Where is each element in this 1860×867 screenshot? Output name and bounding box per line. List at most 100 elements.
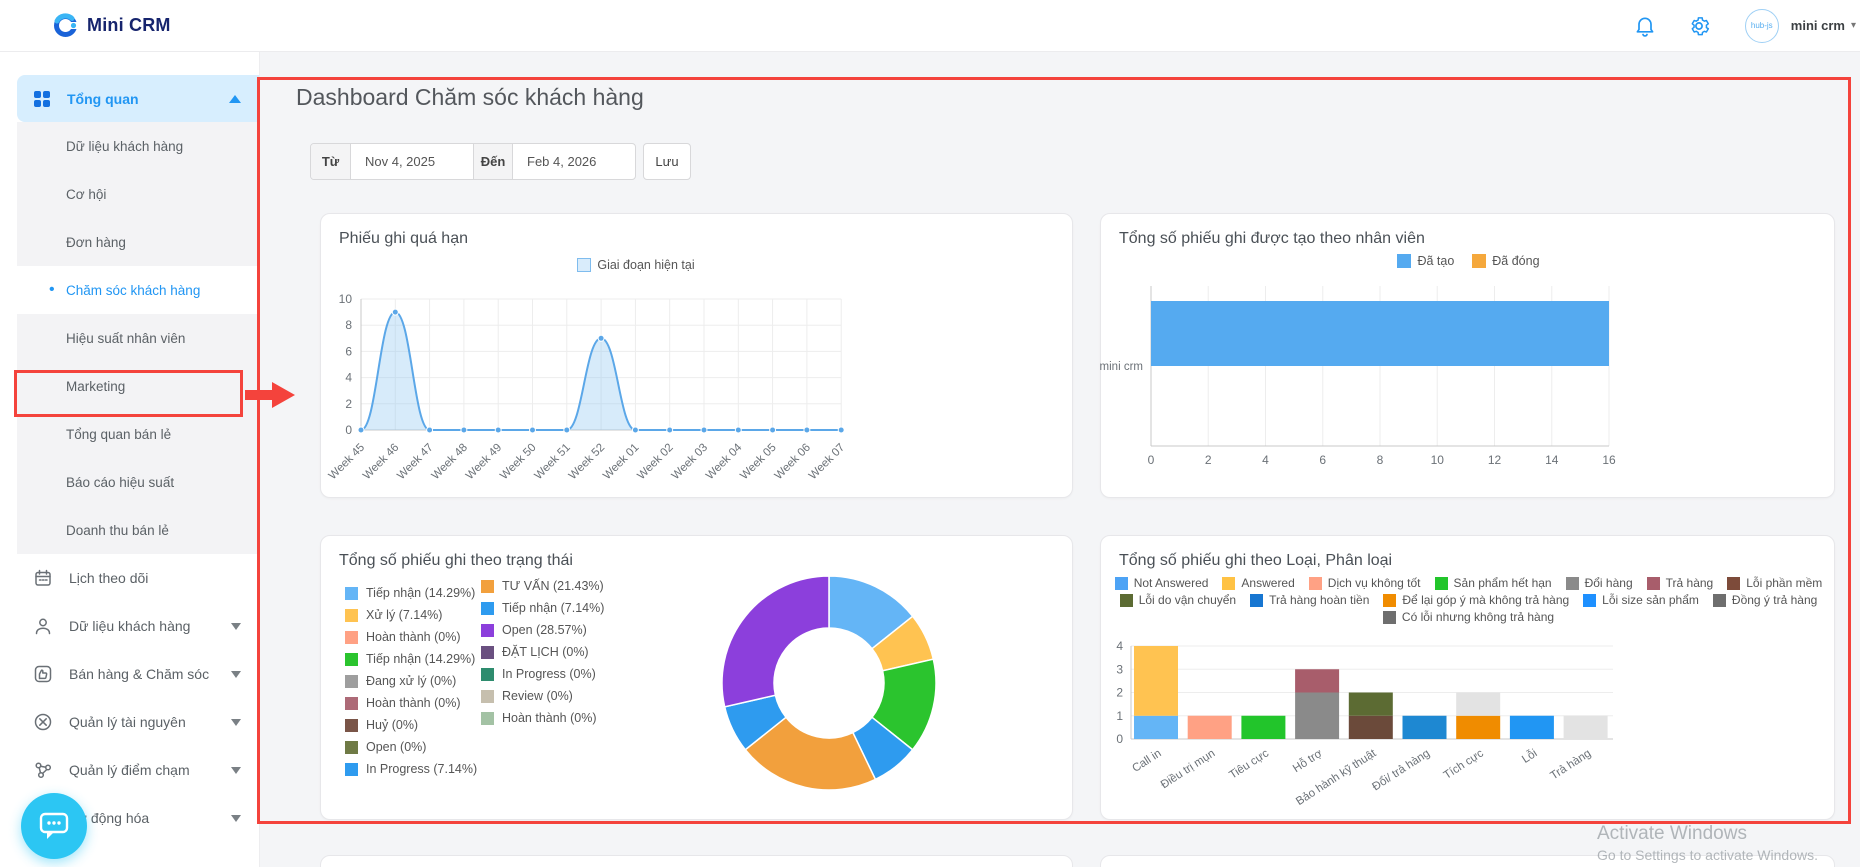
svg-text:2: 2 (345, 397, 352, 411)
type-legend-item: Sản phẩm hết hạn (1434, 576, 1552, 590)
card-tickets-by-staff: Tổng số phiếu ghi được tạo theo nhân viê… (1100, 213, 1835, 498)
type-legend-item: Not Answered (1114, 576, 1208, 590)
brand-name: Mini CRM (87, 15, 171, 35)
svg-text:Week 01: Week 01 (601, 442, 641, 482)
svg-text:Week 51: Week 51 (532, 442, 572, 482)
watermark-line1: Activate Windows (1597, 823, 1747, 844)
svg-text:Week 03: Week 03 (670, 442, 710, 482)
legend-label: Open (0%) (366, 740, 427, 754)
svg-text:0: 0 (345, 423, 352, 437)
legend-swatch (345, 630, 358, 644)
sales-care-icon (34, 665, 52, 683)
legend-label: ĐẶT LỊCH (0%) (502, 645, 589, 659)
from-date-input[interactable]: Nov 4, 2025 (365, 154, 436, 169)
type-legend-item: Đổi hàng (1565, 576, 1633, 590)
sidebar-item-resources[interactable]: Quản lý tài nguyên (17, 698, 259, 746)
mini-crm-logo-icon (54, 13, 79, 37)
svg-text:Week 46: Week 46 (361, 442, 401, 482)
sidebar-section-label: Quản lý điểm chạm (69, 762, 190, 778)
staff-legend: Đã tạo Đã đóng (1101, 254, 1836, 268)
dashboard-grid-icon (34, 90, 50, 107)
legend-label: Lỗi do vận chuyển (1138, 593, 1237, 607)
sidebar-subitem[interactable]: Doanh thu bán lẻ (17, 506, 259, 554)
legend-label: Xử lý (7.14%) (366, 608, 443, 622)
sidebar-subitem[interactable]: Dữ liệu khách hàng (17, 122, 259, 170)
user-name: mini crm (1790, 18, 1845, 33)
to-date-input[interactable]: Feb 4, 2026 (527, 154, 597, 169)
legend-swatch (481, 645, 494, 659)
legend-label: Sản phẩm hết hạn (1453, 576, 1552, 590)
legend-label: Huỷ (0%) (366, 718, 419, 732)
legend-swatch (345, 696, 358, 710)
staff-bar-chart: 0 2 4 6 8 10 12 14 16 mini crm (1100, 286, 1616, 467)
status-legend-item: Đang xử lý (0%) (345, 670, 477, 692)
legend-swatch (481, 601, 494, 615)
avatar[interactable]: hub-js (1744, 8, 1779, 43)
status-donut-chart (721, 575, 937, 791)
legend-label: Đã đóng (1492, 254, 1540, 268)
legend-label: Có lỗi nhưng không trả hàng (1401, 610, 1555, 624)
chevron-down-icon (231, 814, 241, 822)
svg-text:Week 05: Week 05 (738, 442, 778, 482)
sidebar-subitem[interactable]: Báo cáo hiệu suất (17, 458, 259, 506)
status-legend-item: Hoàn thành (0%) (345, 692, 477, 714)
sidebar-item-sales-care[interactable]: Bán hàng & Chăm sóc (17, 650, 259, 698)
legend-label: Lỗi phần mềm (1746, 576, 1823, 590)
sidebar-subitem[interactable]: Hiệu suất nhân viên (17, 314, 259, 362)
svg-text:Week 49: Week 49 (464, 442, 504, 482)
sidebar-sections: Lịch theo dõi Dữ liệu khách hàng Bán hàng … (17, 554, 259, 842)
svg-text:6: 6 (345, 344, 352, 358)
brand[interactable]: Mini CRM (0, 12, 171, 39)
active-bullet-icon: • (49, 281, 55, 298)
legend-swatch (1397, 254, 1412, 268)
legend-swatch (1434, 576, 1448, 590)
sidebar-item-touchpoints[interactable]: Quản lý điểm chạm (17, 746, 259, 794)
svg-text:10: 10 (339, 292, 353, 306)
legend-swatch (1382, 610, 1396, 624)
sidebar: Tổng quan Dữ liệu khách hàng Cơ hội Đơn hà… (0, 52, 295, 867)
status-legend-item: Open (28.57%) (481, 619, 604, 641)
sidebar-subitem-label: Báo cáo hiệu suất (66, 474, 175, 490)
settings-gear-icon[interactable] (1687, 14, 1711, 38)
svg-text:Week 06: Week 06 (773, 442, 813, 482)
sidebar-subitem[interactable]: Marketing (17, 362, 259, 410)
sidebar-item-tong-quan[interactable]: Tổng quan (17, 75, 259, 122)
sidebar-subitem[interactable]: Cơ hội (17, 170, 259, 218)
svg-text:Week 50: Week 50 (498, 442, 538, 482)
type-legend-item: Lỗi phần mềm (1727, 576, 1822, 590)
save-button[interactable]: Lưu (643, 143, 691, 180)
sidebar-subitem[interactable]: Tổng quan bán lẻ (17, 410, 259, 458)
svg-text:12: 12 (1488, 453, 1502, 467)
legend-label: Tiếp nhận (7.14%) (502, 601, 605, 615)
chevron-down-icon (231, 670, 241, 678)
legend-swatch (345, 718, 358, 732)
sidebar-section-label: Lịch theo dõi (69, 570, 149, 586)
sidebar-subitem[interactable]: • Chăm sóc khách hàng (17, 266, 259, 314)
sidebar-subitem[interactable]: Đơn hàng (17, 218, 259, 266)
card-partial-left (320, 855, 1073, 867)
legend-label: Đổi hàng (1584, 576, 1633, 590)
svg-text:Lỗi: Lỗi (1520, 747, 1540, 766)
chevron-up-icon (229, 94, 241, 103)
notifications-bell-icon[interactable] (1633, 14, 1657, 38)
legend-swatch (1646, 576, 1660, 590)
sidebar-item-customers[interactable]: Dữ liệu khách hàng (17, 602, 259, 650)
topbar: Mini CRM hub-js mini crm ▾ (0, 0, 1860, 52)
to-label: Đến (473, 144, 513, 179)
user-menu-caret-icon[interactable]: ▾ (1850, 20, 1856, 31)
chat-fab-button[interactable] (21, 793, 87, 859)
card-title: Tổng số phiếu ghi theo Loại, Phân loại (1119, 552, 1393, 569)
svg-text:2: 2 (1116, 686, 1123, 700)
legend-swatch (345, 674, 358, 688)
sidebar-item-calendar[interactable]: Lịch theo dõi (17, 554, 259, 602)
legend-label: Open (28.57%) (502, 623, 587, 637)
status-legend-item: TƯ VẤN (21.43%) (481, 575, 604, 597)
svg-text:3: 3 (1116, 662, 1123, 676)
legend-label: Review (0%) (502, 689, 573, 703)
svg-text:Week 07: Week 07 (807, 442, 847, 482)
svg-text:Week 45: Week 45 (327, 442, 367, 482)
type-legend-item: Dịch vụ không tốt (1308, 576, 1421, 590)
